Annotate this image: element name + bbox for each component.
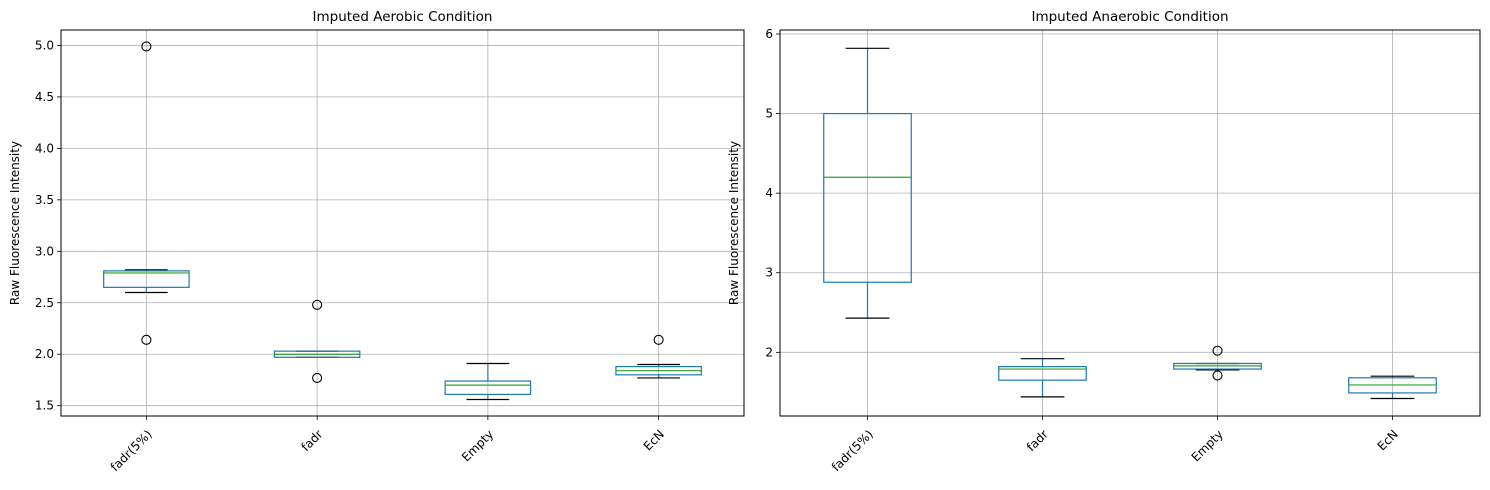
x-tick-label: fadr(5%) <box>829 427 876 474</box>
y-axis-label: Raw Fluorescence Intensity <box>727 141 741 305</box>
box-3 <box>1348 375 1437 400</box>
y-tick-label: 5 <box>765 107 773 121</box>
y-tick-label: 2.5 <box>35 296 54 310</box>
outlier-point <box>1212 370 1223 381</box>
chart-title: Imputed Aerobic Condition <box>313 9 493 25</box>
box-0 <box>103 41 190 345</box>
box-2 <box>444 362 532 401</box>
iqr-box <box>823 112 912 283</box>
anaerobic-boxplot-panel: 2 3 4 5 6 fadr(5%) fadr Empty EcN Imputed Anaerob… <box>727 9 1481 474</box>
y-tick-label: 3 <box>765 266 773 280</box>
box-3 <box>615 334 702 379</box>
chart-title: Imputed Anaerobic Condition <box>1031 9 1228 25</box>
x-tick-label: Empty <box>1189 427 1226 464</box>
x-tick-label: fadr(5%) <box>108 427 155 474</box>
outlier-point <box>653 334 664 345</box>
x-tick-label: EcN <box>1375 427 1401 453</box>
box-1 <box>273 299 361 383</box>
box-0 <box>823 47 912 319</box>
y-tick-label: 5.0 <box>35 38 54 52</box>
y-tick-label: 2 <box>765 345 773 359</box>
iqr-box <box>103 270 190 288</box>
y-tick-label: 4 <box>765 186 773 200</box>
x-tick-label: Empty <box>459 427 496 464</box>
outlier-point <box>312 372 323 383</box>
outlier-point <box>141 334 152 345</box>
x-tick-label: fadr <box>1024 427 1051 454</box>
iqr-box <box>444 380 532 395</box>
x-tick-label: fadr <box>299 427 326 454</box>
y-axis-label: Raw Fluorescence Intensity <box>8 141 22 305</box>
axes-frame <box>60 29 745 417</box>
outlier-point <box>312 299 323 310</box>
aerobic-boxplot-panel: 1.5 2.0 2.5 3.0 3.5 4.0 4.5 5.0 fadr(5%) fadr Empt… <box>8 9 745 474</box>
outlier-point <box>141 41 152 52</box>
y-tick-label: 4.5 <box>35 90 54 104</box>
y-tick-label: 3.0 <box>35 244 54 258</box>
axes-frame <box>779 29 1481 417</box>
outlier-point <box>1212 345 1223 356</box>
y-tick-label: 2.0 <box>35 347 54 361</box>
y-tick-label: 1.5 <box>35 399 54 413</box>
y-tick-label: 3.5 <box>35 193 54 207</box>
y-tick-label: 4.0 <box>35 141 54 155</box>
box-2 <box>1173 345 1262 381</box>
y-tick-label: 6 <box>765 27 773 41</box>
box-1 <box>998 358 1087 398</box>
iqr-box <box>998 366 1087 381</box>
x-tick-label: EcN <box>641 427 667 453</box>
